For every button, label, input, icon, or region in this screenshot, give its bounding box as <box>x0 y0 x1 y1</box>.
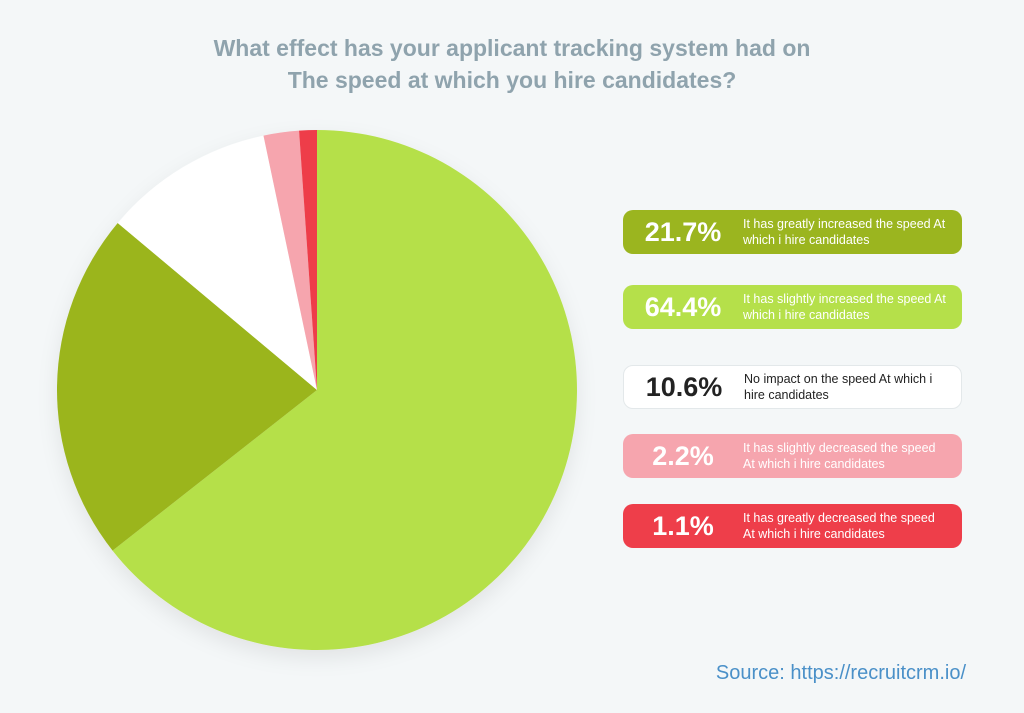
pie-slice <box>299 130 317 390</box>
source: Source: https://recruitcrm.io/ <box>715 662 966 684</box>
legend-item: 2.2% It has slightly decreased the speed … <box>623 434 962 478</box>
pie-slice <box>56 223 317 551</box>
value-label: 21.7% <box>644 216 722 247</box>
value-label: 2.2% <box>652 440 714 471</box>
value-label: 10.6% <box>645 371 723 402</box>
value-label: 64.4% <box>644 291 722 322</box>
legend-label: It has greatly increased the speed At wh… <box>743 217 946 247</box>
chart-title: What effect has your applicant tracking … <box>213 35 811 61</box>
pie-slice <box>112 130 578 650</box>
legend-item: 1.1% It has greatly decreased the speed A… <box>623 504 962 548</box>
legend-item: 64.4% It has slightly increased the speed… <box>623 285 962 329</box>
pie <box>56 130 578 650</box>
legend-item: 21.7% It has greatly increased the speed … <box>623 210 962 254</box>
pie-slice <box>263 130 317 391</box>
legend-label: It has greatly decreased the speed At wh… <box>743 511 935 541</box>
legend-item: 10.6% No impact on the speed At which i h… <box>623 365 962 409</box>
legend-label: It has slightly decreased the speed At w… <box>743 441 936 471</box>
legend-label: It has slightly increased the speed At w… <box>743 292 946 322</box>
legend-label: No impact on the speed At which i hire c… <box>744 372 933 402</box>
pie-slice <box>117 135 317 390</box>
value-label: 1.1% <box>652 510 714 541</box>
chart-title: The speed at which you hire candidates? <box>287 67 737 93</box>
